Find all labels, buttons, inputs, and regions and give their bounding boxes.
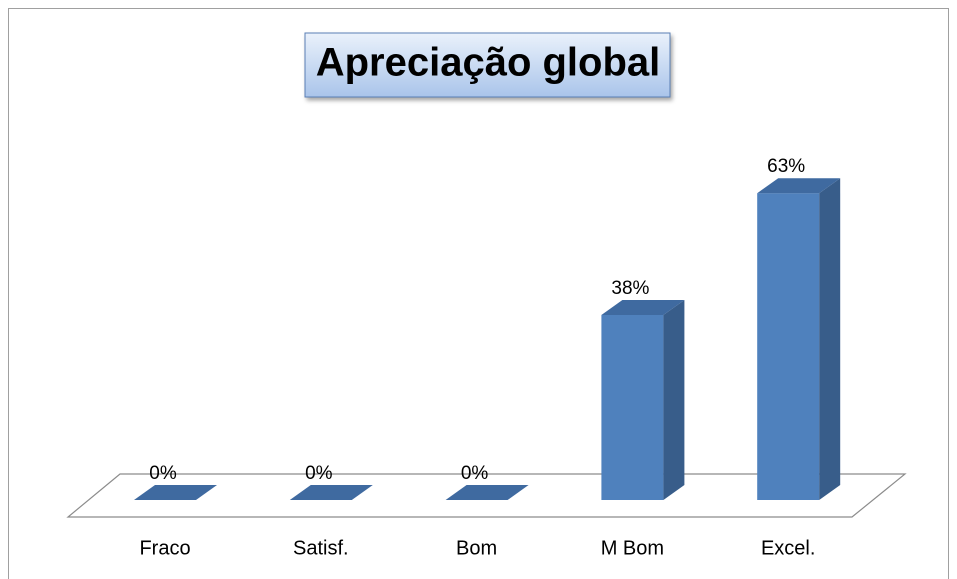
x-tick-label: Bom bbox=[456, 537, 497, 559]
data-label: 63% bbox=[767, 156, 805, 177]
bar-top bbox=[445, 485, 529, 500]
chart-title: Apreciação global bbox=[316, 41, 661, 85]
bar-top bbox=[289, 485, 373, 500]
chart-border bbox=[8, 8, 949, 579]
x-tick-label: Satisf. bbox=[293, 537, 349, 559]
bar-top bbox=[601, 299, 685, 315]
bar-side bbox=[663, 299, 685, 500]
x-tick-label: Fraco bbox=[139, 537, 190, 559]
x-tick-label: M Bom bbox=[601, 537, 664, 559]
data-label: 0% bbox=[305, 463, 333, 484]
bar-front bbox=[601, 314, 664, 500]
title-box bbox=[304, 32, 671, 98]
data-label: 0% bbox=[461, 463, 489, 484]
data-label: 0% bbox=[149, 463, 177, 484]
bar-side bbox=[819, 178, 841, 500]
bar-top bbox=[757, 178, 841, 194]
bar-front bbox=[757, 193, 820, 500]
x-tick-label: Excel. bbox=[761, 537, 815, 559]
bar-top bbox=[134, 485, 217, 500]
data-label: 38% bbox=[611, 278, 649, 299]
